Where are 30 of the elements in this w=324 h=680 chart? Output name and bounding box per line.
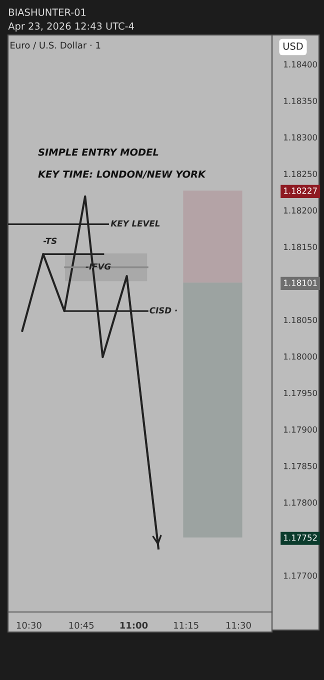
y-tick-label: 1.17850 — [284, 462, 318, 470]
chart-subtitle: BIASHUNTER-01 Apr 23, 2026 12:43 UTC-4 — [8, 8, 134, 32]
y-tick-label: 1.18000 — [284, 353, 318, 360]
x-tick-label: 11:30 — [226, 622, 251, 629]
y-tick-label: 1.18400 — [284, 61, 318, 68]
annotation: KEY TIME: LONDON/NEW YORK — [38, 170, 206, 179]
y-tick-label: 1.18250 — [284, 170, 318, 178]
x-tick-label: 10:45 — [69, 622, 94, 629]
annotation: -TS — [43, 238, 57, 244]
y-tick-label: 1.17800 — [284, 499, 318, 506]
y-tick-label: 1.18050 — [284, 316, 318, 324]
y-tick-label: 1.18150 — [284, 244, 318, 250]
text: Euro / U.S. Dollar · 1 — [10, 42, 100, 50]
annotation: KEY LEVEL — [110, 220, 160, 226]
y-tick-label: 1.17900 — [284, 426, 318, 433]
y-tick-label: 1.18350 — [284, 98, 318, 104]
annotation: -IFVG — [86, 263, 111, 270]
y-tick-label: 1.17950 — [284, 390, 318, 396]
y-tick-label: 1.17752 — [284, 534, 317, 541]
x-tick-label: 10:30 — [16, 622, 42, 629]
y-tick-label: 1.18227 — [284, 188, 317, 194]
y-tick-label: 1.18300 — [284, 134, 318, 141]
x-tick-label: 11:15 — [174, 622, 198, 629]
y-tick-label: 1.18101 — [284, 280, 317, 286]
x-tick-label: 11:00 — [120, 622, 148, 629]
annotation: SIMPLE ENTRY MODEL — [38, 148, 158, 156]
y-tick-label: 1.17700 — [284, 572, 318, 579]
y-axis-title: USD — [283, 42, 303, 50]
annotation: CISD · — [150, 307, 177, 314]
y-tick-label: 1.18200 — [284, 207, 318, 214]
